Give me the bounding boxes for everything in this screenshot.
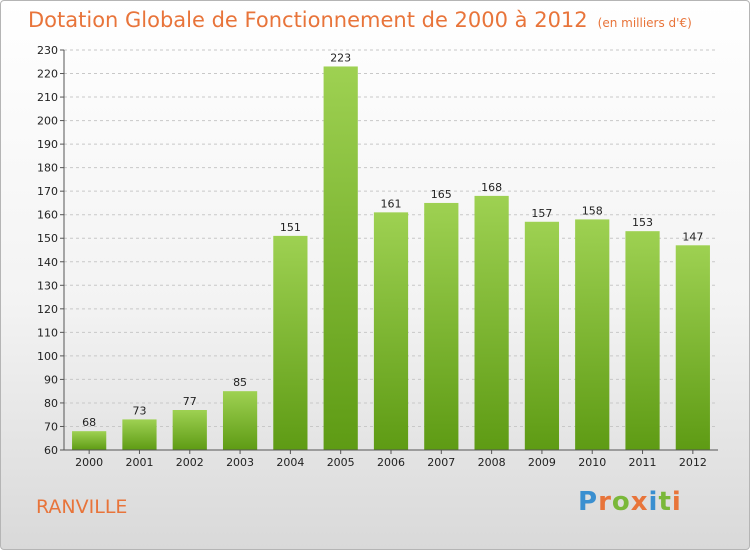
y-tick-label: 220 (37, 68, 58, 81)
bar (575, 219, 610, 450)
bar-value-label: 157 (531, 207, 552, 220)
y-tick-label: 120 (37, 303, 58, 316)
y-tick-label: 140 (37, 256, 58, 269)
bar-value-label: 158 (582, 204, 603, 217)
title-unit: (en milliers d'€) (597, 16, 692, 30)
bar-value-label: 165 (431, 188, 452, 201)
bar (675, 245, 710, 450)
x-tick-label: 2007 (427, 456, 455, 469)
bar-value-label: 151 (280, 221, 301, 234)
axes: 60 70 80 90 100 110 120 130 140 150 160 170 180 190 20… (37, 44, 718, 469)
bar (474, 195, 509, 450)
bar-value-label: 223 (330, 51, 351, 64)
y-tick-label: 200 (37, 115, 58, 128)
logo-letter: i (648, 487, 659, 517)
x-tick-label: 2005 (327, 456, 355, 469)
logo-letter: r (598, 487, 612, 517)
y-tick-label: 60 (44, 444, 58, 457)
bar (122, 419, 157, 450)
logo-letter: i (671, 487, 682, 517)
x-tick-label: 2010 (578, 456, 606, 469)
bar (172, 410, 207, 450)
x-tick-label: 2011 (629, 456, 657, 469)
y-tick-label: 230 (37, 44, 58, 57)
logo-letter: P (578, 487, 599, 517)
bar (524, 221, 560, 450)
x-tick-label: 2006 (377, 456, 405, 469)
bar (323, 66, 358, 451)
y-tick-label: 110 (37, 326, 58, 339)
y-tick-label: 160 (37, 209, 58, 222)
logo-letter: o (611, 487, 631, 517)
bar-value-label: 77 (183, 395, 197, 408)
bar-value-label: 147 (682, 230, 703, 243)
y-tick-label: 150 (37, 232, 58, 245)
x-tick-label: 2008 (478, 456, 506, 469)
bar (273, 235, 308, 450)
y-tick-label: 180 (37, 162, 58, 175)
proxiti-logo: Proxiti (578, 487, 682, 517)
y-tick-label: 70 (44, 420, 58, 433)
y-tick-label: 210 (37, 91, 58, 104)
bar (373, 212, 409, 450)
bar (625, 231, 660, 450)
bar-value-label: 161 (381, 197, 402, 210)
y-tick-label: 190 (37, 138, 58, 151)
x-tick-label: 2001 (125, 456, 153, 469)
logo-letter: x (630, 487, 649, 517)
bar (72, 431, 107, 450)
y-tick-label: 170 (37, 185, 58, 198)
y-tick-label: 80 (44, 397, 58, 410)
bar-value-label: 73 (132, 404, 146, 417)
bar-value-label: 168 (481, 181, 502, 194)
bar (424, 202, 459, 450)
x-tick-label: 2004 (276, 456, 304, 469)
x-tick-label: 2000 (75, 456, 103, 469)
bar-value-label: 85 (233, 376, 247, 389)
bar-value-label: 153 (632, 216, 653, 229)
bar (222, 391, 258, 450)
y-tick-label: 130 (37, 279, 58, 292)
y-tick-label: 90 (44, 373, 58, 386)
bars: 68 73 77 85 151 223 161 165 168 157 158 153 147 (72, 51, 710, 451)
x-tick-label: 2002 (176, 456, 204, 469)
x-tick-label: 2003 (226, 456, 254, 469)
chart-title: Dotation Globale de Fonctionnement de 20… (28, 8, 692, 32)
y-tick-label: 100 (37, 350, 58, 363)
logo-letter: t (658, 487, 672, 517)
x-tick-label: 2009 (528, 456, 556, 469)
title-text: Dotation Globale de Fonctionnement de 20… (28, 8, 588, 32)
bar-value-label: 68 (82, 416, 96, 429)
x-tick-label: 2012 (679, 456, 707, 469)
commune-name: RANVILLE (36, 496, 128, 518)
